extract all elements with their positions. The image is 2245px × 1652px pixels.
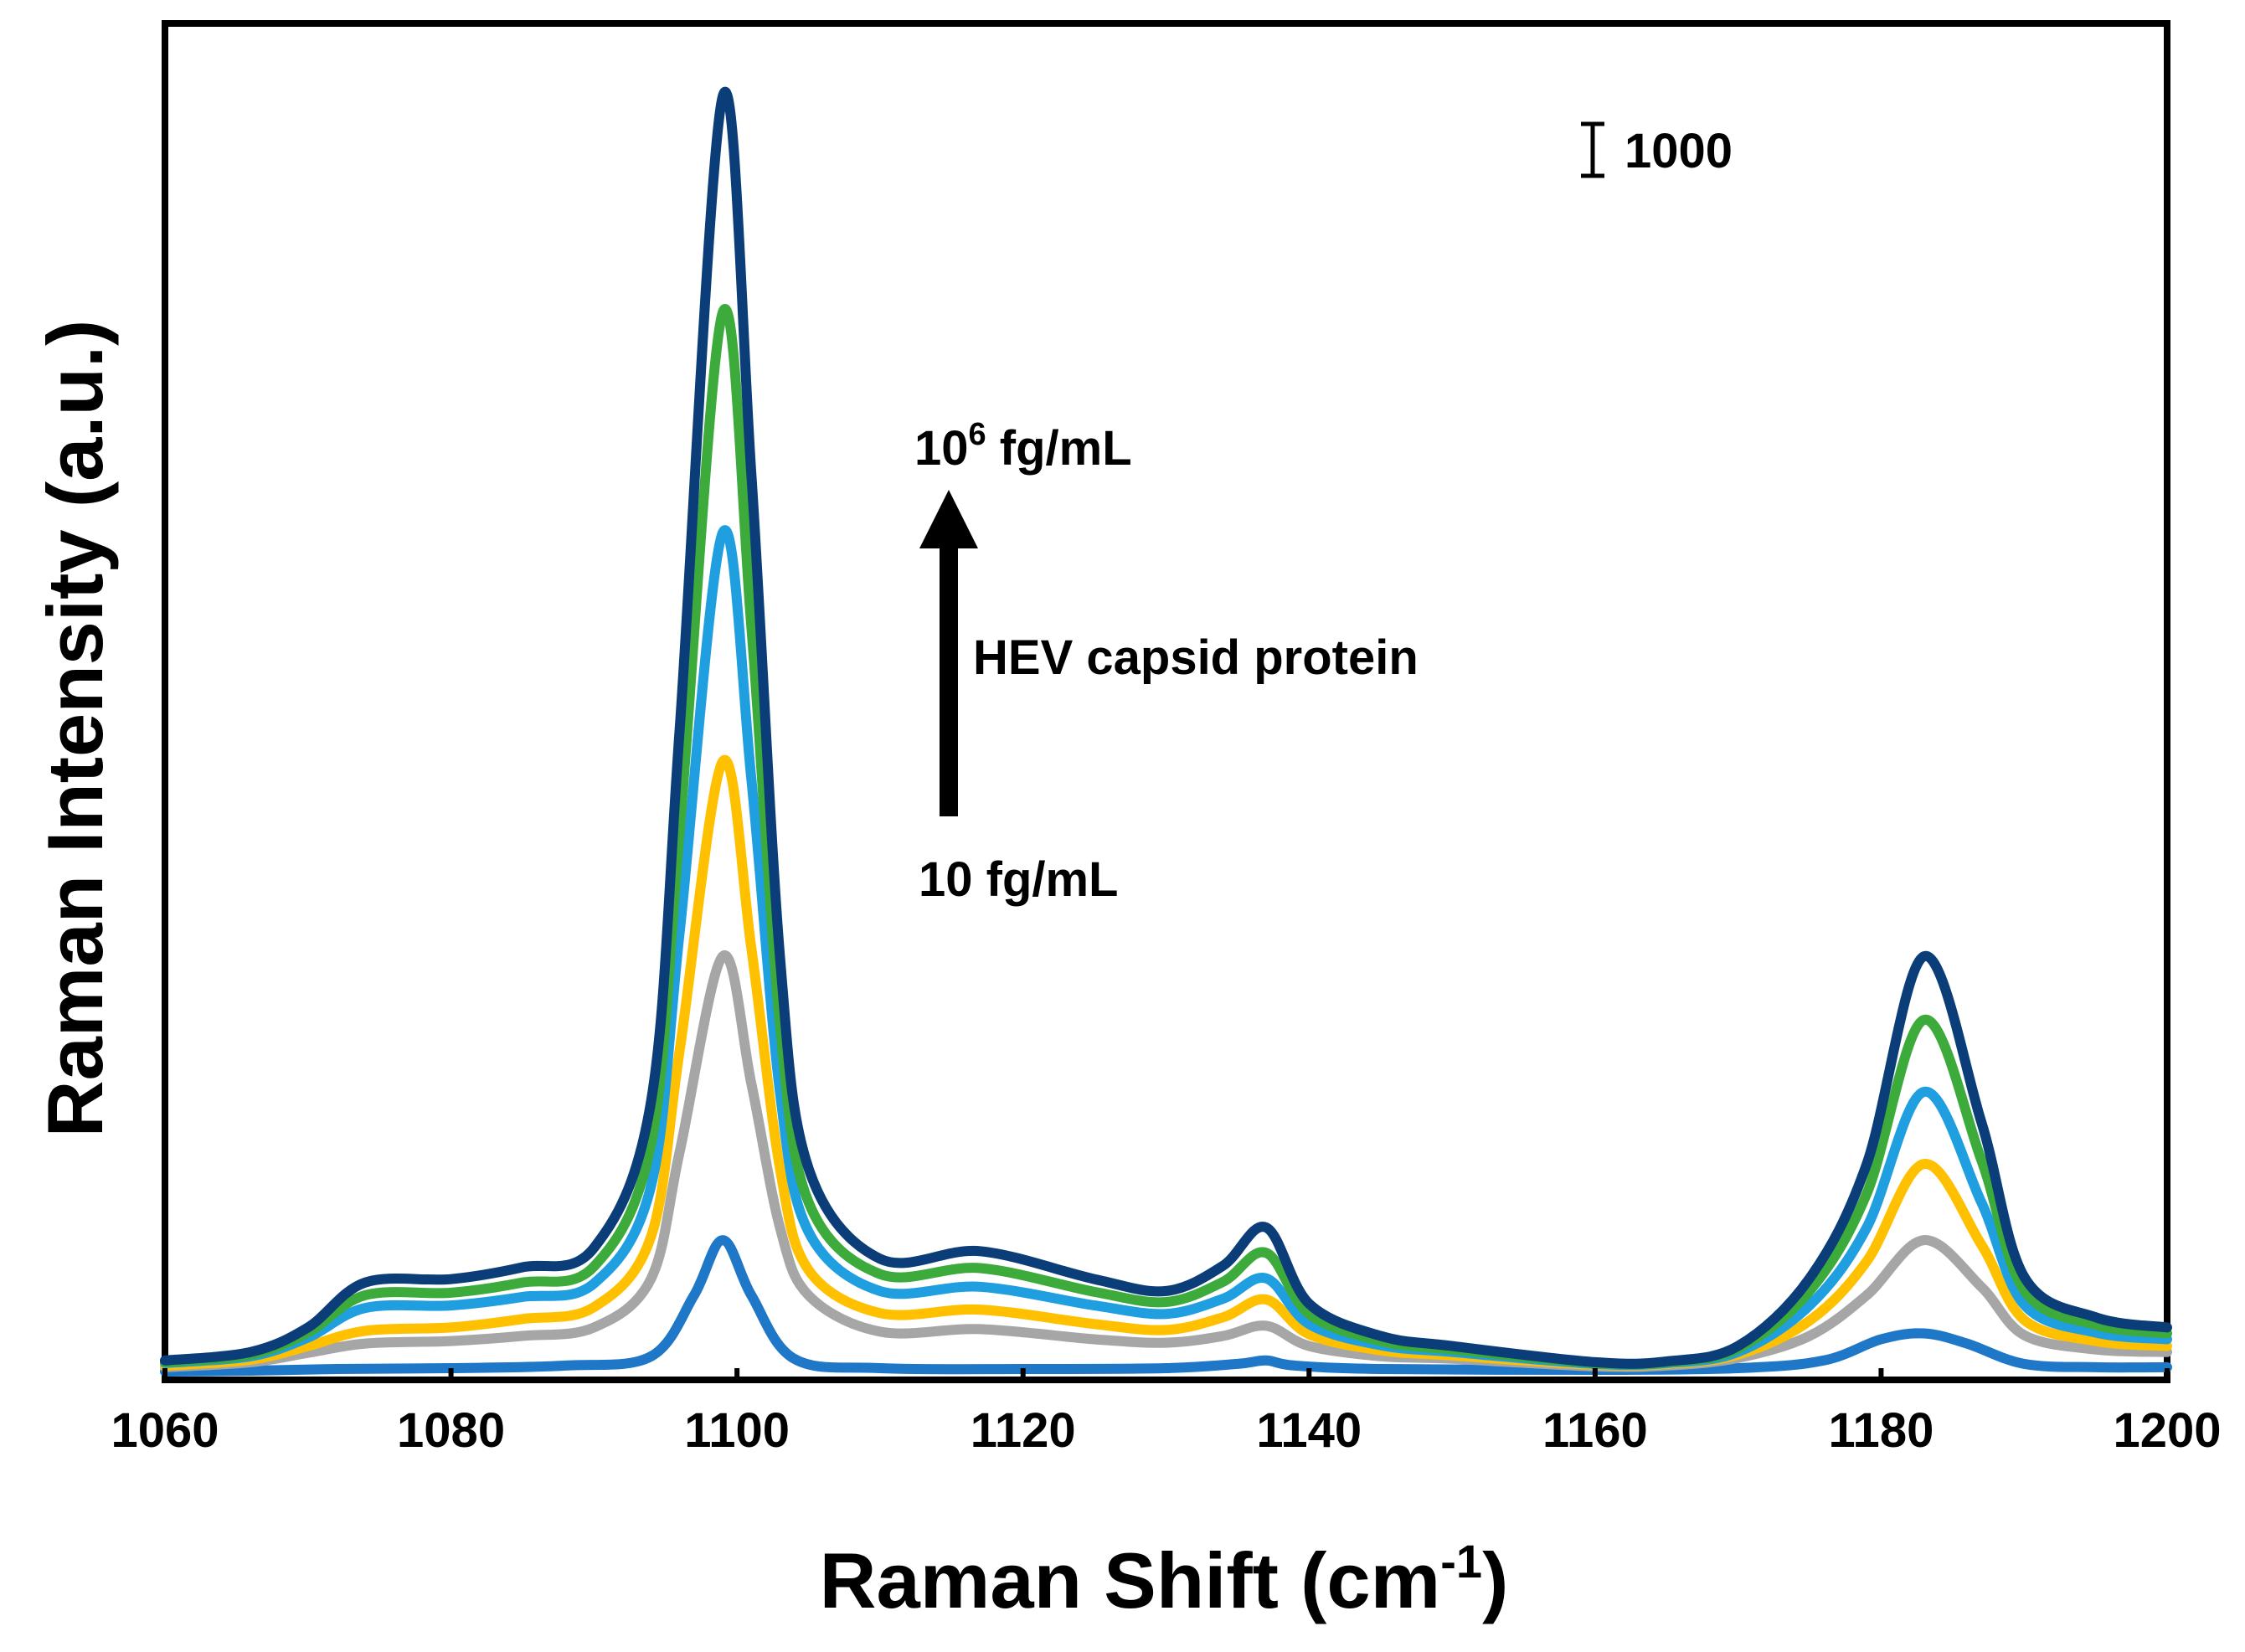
top-concentration-label: 106 fg/mL — [914, 417, 1132, 476]
x-tick-label-1080: 1080 — [397, 1403, 505, 1458]
top-label-unit: fg/mL — [986, 421, 1132, 476]
bottom-concentration-label: 10 fg/mL — [919, 852, 1119, 907]
x-tick-label-1160: 1160 — [1542, 1403, 1648, 1458]
series-line-4 — [160, 525, 2172, 1371]
plot-frame — [162, 20, 2170, 1383]
x-tick-label-1060: 1060 — [111, 1403, 219, 1458]
x-tick-label-1120: 1120 — [971, 1403, 1076, 1458]
x-axis-title-sup: -1 — [1440, 1535, 1482, 1588]
series-line-2 — [160, 950, 2172, 1372]
scale-bar-label: 1000 — [1625, 124, 1733, 178]
x-tick-label-1140: 1140 — [1256, 1403, 1362, 1458]
series-line-3 — [160, 754, 2172, 1371]
arrow-head-icon — [919, 490, 978, 548]
series-line-5 — [160, 304, 2172, 1370]
x-tick-label-1180: 1180 — [1829, 1403, 1934, 1458]
y-axis-title: Raman Intensity (a.u.) — [31, 320, 119, 1138]
x-tick-label-1200: 1200 — [2113, 1403, 2221, 1458]
concentration-annotation: 106 fg/mL HEV capsid protein 10 fg/mL — [914, 417, 1419, 907]
series-line-1 — [160, 1235, 2172, 1377]
x-axis-title-main: Raman Shift (cm — [820, 1536, 1441, 1624]
series-layer — [160, 86, 2172, 1377]
top-label-sup: 6 — [969, 417, 986, 452]
top-label-base: 10 — [914, 421, 969, 476]
x-axis-ticks: 1060 1080 1100 1120 1140 1160 1180 1200 — [111, 1368, 2222, 1458]
x-axis-title-close: ) — [1482, 1536, 1508, 1624]
series-line-6 — [160, 86, 2172, 1369]
arrow-label: HEV capsid protein — [973, 630, 1419, 685]
scale-bar: 1000 — [1581, 121, 1733, 178]
x-axis-title: Raman Shift (cm-1) — [820, 1535, 1509, 1624]
x-tick-label-1100: 1100 — [684, 1403, 790, 1458]
